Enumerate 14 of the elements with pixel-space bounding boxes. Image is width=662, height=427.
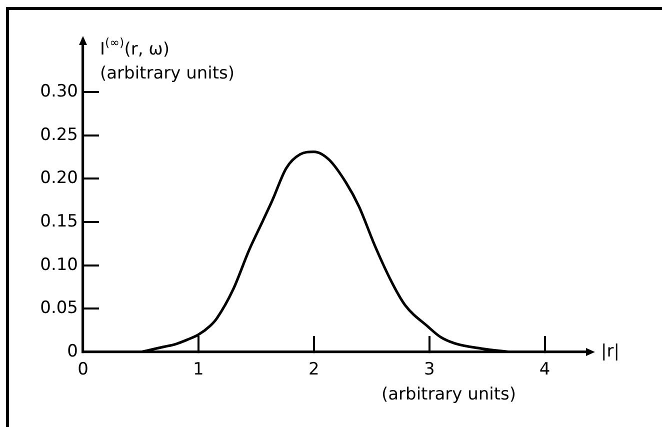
y-tick-label: 0.20: [40, 168, 78, 188]
x-tick-label: 3: [424, 360, 435, 380]
y-tick-label: 0.05: [40, 298, 78, 318]
y-tick-label: 0.15: [40, 211, 78, 232]
y-tick-label: 0.25: [40, 124, 78, 145]
x-axis-title: |r|: [601, 341, 620, 362]
y-axis-title: I(∞)(r, ω) (arbitrary units): [100, 35, 235, 84]
x-tick-label: 1: [193, 360, 204, 380]
y-tick-label: 0: [67, 341, 78, 362]
text: (arbitrary units): [382, 384, 516, 404]
x-tick-label: 2: [308, 360, 320, 380]
y-tick-label: 0.30: [40, 81, 78, 102]
y-tick-label: 0.10: [40, 254, 78, 275]
x-tick-label: 4: [539, 360, 550, 380]
